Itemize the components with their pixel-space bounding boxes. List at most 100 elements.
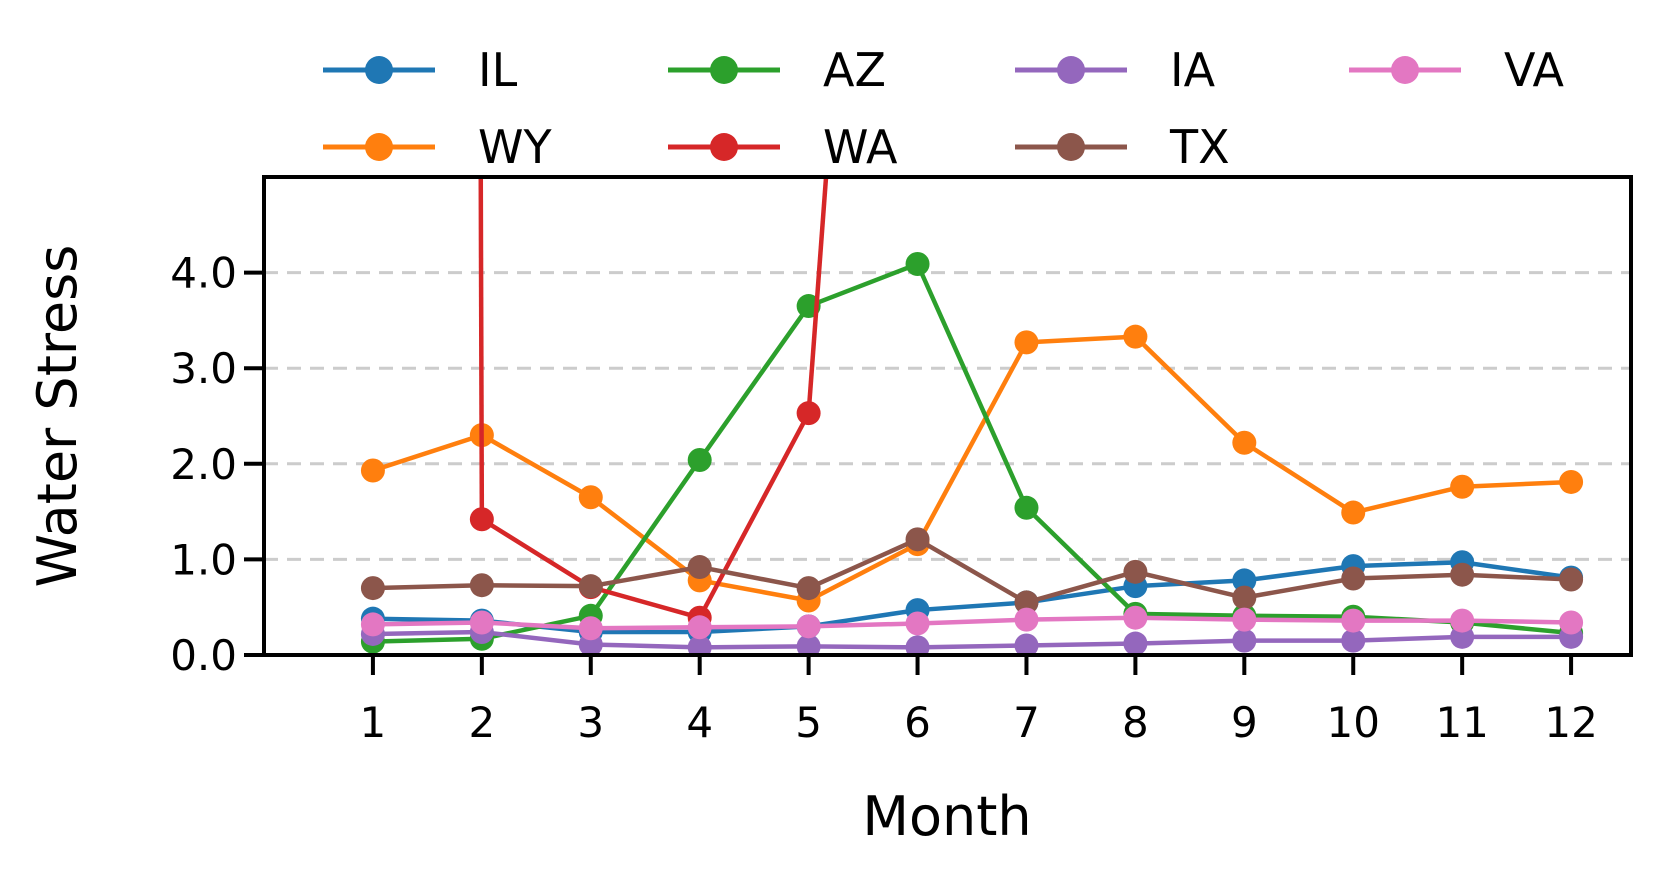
y-tick-label-3: 3.0 [170,344,237,393]
y-axis-ticks: 0.0 1.0 2.0 3.0 4.0 [170,249,264,680]
x-axis-ticks: 1 2 3 4 5 6 7 8 9 10 11 12 [360,655,1598,747]
point-tx-6 [905,527,930,552]
point-wy-9 [1232,430,1257,455]
x-tick-label-6: 6 [904,698,931,747]
x-tick-label-10: 10 [1327,698,1380,747]
point-va-8 [1123,605,1148,630]
point-tx-10 [1341,566,1366,591]
x-tick-label-11: 11 [1435,698,1488,747]
y-tick-label-4: 4.0 [170,249,237,298]
legend-label-il: IL [478,43,518,97]
series-line-va [372,615,1572,631]
x-tick-label-4: 4 [686,698,713,747]
point-tx-9 [1232,585,1257,610]
legend-marker-va [1391,56,1419,84]
series-line-tx [372,537,1572,605]
point-ia-4 [687,635,712,655]
point-ia-5 [796,634,821,655]
point-va-11 [1450,608,1475,633]
x-tick-label-3: 3 [577,698,604,747]
series-offscale-wa-1 [806,177,829,414]
point-wy-1 [360,458,385,483]
point-ia-8 [1123,631,1148,655]
point-tx-12 [1559,567,1584,592]
legend-marker-az [710,56,738,84]
series-line-az [372,261,1572,644]
series-wa [469,177,829,630]
point-va-3 [578,616,603,641]
x-tick-label-7: 7 [1013,698,1040,747]
legend-marker-il [365,56,393,84]
point-va-7 [1014,607,1039,632]
point-ia-10 [1341,628,1366,653]
point-tx-3 [578,574,603,599]
point-wy-12 [1559,469,1584,494]
point-wa-5 [796,401,821,426]
legend-marker-wy [365,133,393,161]
point-tx-8 [1123,559,1148,584]
point-va-4 [687,615,712,640]
legend-item-tx: TX [1015,120,1230,174]
point-az-7 [1014,495,1039,520]
point-wy-10 [1341,500,1366,525]
point-tx-1 [360,576,385,601]
y-tick-label-1: 1.0 [170,535,237,584]
series-offscale-wa-0 [478,177,485,520]
point-wy-3 [578,485,603,510]
y-tick-label-0: 0.0 [170,631,237,680]
x-tick-label-2: 2 [468,698,495,747]
y-tick-label-2: 2.0 [170,440,237,489]
point-az-6 [905,251,930,276]
point-va-6 [905,611,930,636]
point-tx-2 [469,573,494,598]
series-line-ia [372,629,1572,650]
series-az [360,251,1584,654]
point-tx-5 [796,576,821,601]
x-tick-label-8: 8 [1122,698,1149,747]
point-va-5 [796,614,821,639]
legend-item-ia: IA [1015,43,1216,97]
series-il [360,550,1584,645]
point-va-1 [360,612,385,637]
legend-label-va: VA [1504,43,1565,97]
point-tx-7 [1014,590,1039,615]
point-va-9 [1232,607,1257,632]
point-ia-7 [1014,633,1039,655]
legend-item-wy: WY [323,120,552,174]
legend-item-wa: WA [668,120,898,174]
series-va [360,605,1584,641]
x-tick-label-9: 9 [1231,698,1258,747]
point-va-10 [1341,608,1366,633]
x-axis-label: Month [862,785,1031,848]
point-tx-4 [687,555,712,580]
point-ia-9 [1232,628,1257,653]
series-layer [360,177,1584,655]
series-tx [360,527,1584,615]
point-va-2 [469,610,494,635]
legend-label-tx: TX [1169,120,1230,174]
point-az-4 [687,447,712,472]
legend-marker-ia [1057,56,1085,84]
legend-label-az: AZ [823,43,886,97]
y-axis-label: Water Stress [26,245,89,588]
legend-item-az: AZ [668,43,886,97]
point-wy-11 [1450,474,1475,499]
grid-lines [264,271,1631,561]
legend-label-ia: IA [1170,43,1216,97]
x-tick-label-12: 12 [1544,698,1597,747]
legend-item-va: VA [1349,43,1565,97]
series-line-wa [480,412,811,620]
point-va-12 [1559,610,1584,635]
point-wa-2 [469,507,494,532]
legend-marker-tx [1057,133,1085,161]
plot-frame [262,175,1633,657]
legend-marker-wa [710,133,738,161]
point-tx-11 [1450,562,1475,587]
legend-item-il: IL [323,43,518,97]
legend-label-wy: WY [478,120,552,174]
point-wy-8 [1123,324,1148,349]
x-tick-label-1: 1 [360,698,387,747]
point-ia-6 [905,635,930,655]
series-line-il [372,560,1572,635]
